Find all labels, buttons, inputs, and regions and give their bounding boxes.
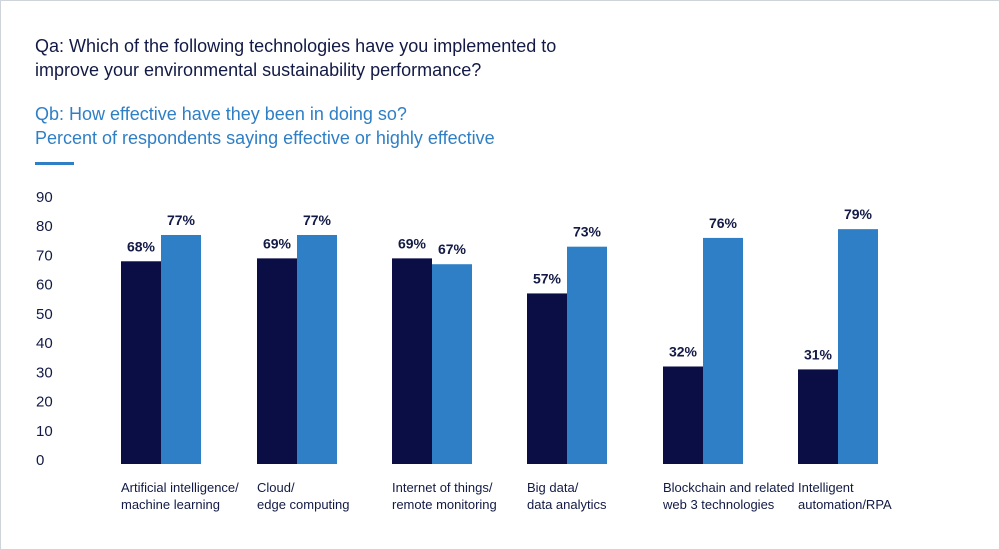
y-tick-label: 20 (36, 394, 53, 411)
category-label: automation/RPA (798, 497, 892, 512)
chart-subtitle-line: Percent of respondents saying effective … (35, 128, 495, 148)
accent-rule (35, 162, 74, 165)
data-label: 77% (303, 212, 332, 228)
category-label: Internet of things/ (392, 480, 493, 495)
bar (392, 258, 432, 464)
category-label: Big data/ (527, 480, 579, 495)
chart-subtitle-line: Qb: How effective have they been in doin… (35, 104, 407, 124)
category-label: machine learning (121, 497, 220, 512)
bar (432, 264, 472, 464)
data-label: 32% (669, 343, 698, 359)
bar (121, 261, 161, 464)
category-label: Intelligent (798, 480, 854, 495)
data-label: 77% (167, 212, 196, 228)
bar (663, 366, 703, 464)
bar (798, 369, 838, 464)
chart-title: Qa: Which of the following technologies … (35, 34, 675, 82)
bar (567, 246, 607, 464)
y-tick-label: 60 (36, 277, 53, 294)
y-tick-label: 40 (36, 335, 53, 352)
data-label: 57% (533, 270, 562, 286)
y-tick-label: 80 (36, 218, 53, 235)
y-tick-label: 90 (36, 189, 53, 206)
data-label: 67% (438, 241, 467, 257)
bar (297, 234, 337, 464)
category-label: Cloud/ (257, 480, 295, 495)
category-label: web 3 technologies (662, 497, 775, 512)
category-label: edge computing (257, 497, 350, 512)
data-label: 31% (804, 346, 833, 362)
data-label: 76% (709, 215, 738, 231)
bar (257, 258, 297, 464)
category-label: Blockchain and related (663, 480, 795, 495)
data-label: 79% (844, 206, 873, 222)
y-tick-label: 10 (36, 423, 53, 440)
chart-title-line: Qa: Which of the following technologies … (35, 36, 557, 56)
bar (527, 293, 567, 464)
data-label: 73% (573, 224, 602, 240)
category-label: remote monitoring (392, 497, 497, 512)
data-label: 69% (398, 235, 427, 251)
y-tick-label: 70 (36, 247, 53, 264)
chart-subtitle: Qb: How effective have they been in doin… (35, 102, 675, 150)
y-tick-label: 30 (36, 364, 53, 381)
bar (161, 234, 201, 464)
chart-title-line: improve your environmental sustainabilit… (35, 60, 482, 80)
bar (838, 229, 878, 464)
category-label: data analytics (527, 497, 607, 512)
bar (703, 237, 743, 464)
data-label: 68% (127, 238, 156, 254)
data-label: 69% (263, 235, 292, 251)
y-tick-label: 0 (36, 452, 44, 469)
category-label: Artificial intelligence/ (121, 480, 239, 495)
y-tick-label: 50 (36, 306, 53, 323)
